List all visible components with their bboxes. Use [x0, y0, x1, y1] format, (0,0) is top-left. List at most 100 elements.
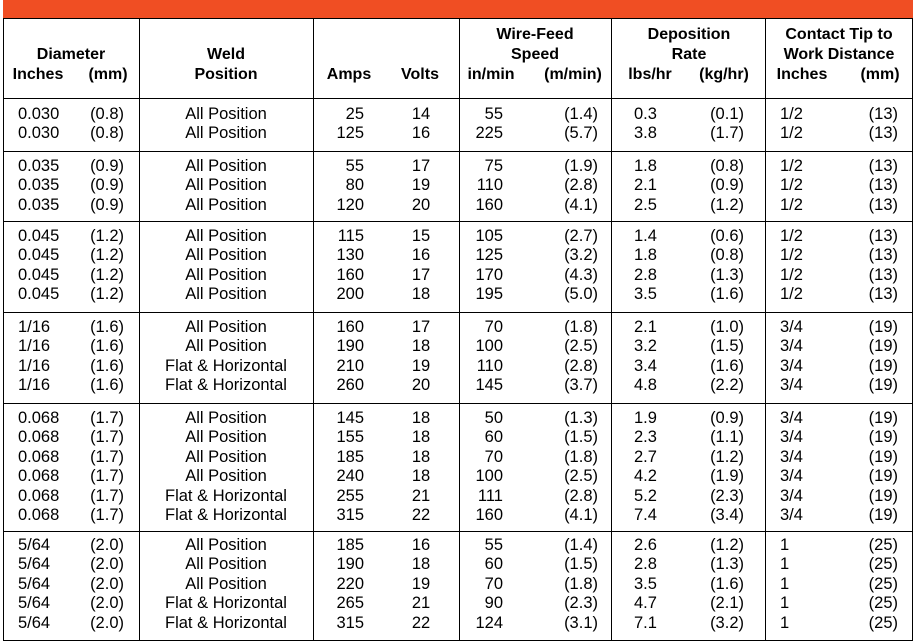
table-cell: 4.8	[634, 376, 657, 395]
table-cell: (19)	[868, 428, 898, 447]
column-divider	[3, 18, 4, 641]
table-cell: (4.1)	[564, 506, 598, 524]
table-cell: 100	[475, 337, 503, 356]
table-cell: 4.2	[634, 467, 657, 486]
table-cell: (0.9)	[90, 157, 124, 175]
table-cell: (2.3)	[710, 486, 744, 505]
table-cell: 1/2	[780, 195, 803, 214]
table-cell: All Position	[185, 246, 267, 265]
table-cell: 0.045	[18, 285, 60, 304]
table-cell: 22	[411, 613, 431, 632]
header-unit: Volts	[401, 66, 439, 83]
table-cell: (1.6)	[90, 318, 124, 336]
table-cell: 1.8	[634, 157, 657, 175]
table-cell: 125	[475, 246, 503, 265]
table-cell: 0.045	[18, 265, 60, 284]
table-cell: 7.1	[634, 613, 657, 632]
table-cell: 16	[411, 246, 431, 265]
column-divider	[912, 18, 913, 641]
table-cell: (0.8)	[90, 105, 124, 123]
table-cell: 21	[411, 594, 431, 613]
table-cell: (0.8)	[710, 157, 744, 175]
table-cell: (0.1)	[710, 105, 744, 123]
table-cell: 3.4	[634, 356, 657, 375]
table-cell: (19)	[868, 506, 898, 524]
header-title: Wire-Feed	[496, 26, 574, 43]
table-cell: 265	[336, 594, 364, 613]
row-divider	[3, 312, 913, 313]
table-cell: 18	[411, 428, 431, 447]
table-cell: (1.2)	[90, 227, 124, 245]
table-cell: (0.8)	[710, 246, 744, 265]
table-cell: All Position	[185, 195, 267, 214]
table-cell: 1/16	[18, 356, 51, 375]
table-cell: 0.030	[18, 105, 60, 123]
table-cell: All Position	[185, 428, 267, 447]
table-cell: 0.068	[18, 447, 60, 466]
table-cell: 16	[411, 124, 431, 143]
table-cell: 240	[336, 467, 364, 486]
table-cell: 0.035	[18, 195, 60, 214]
table-cell: (2.2)	[710, 376, 744, 395]
table-cell: (13)	[868, 105, 898, 123]
header-unit: Position	[194, 66, 258, 83]
table-cell: 18	[411, 337, 431, 356]
table-cell: Flat & Horizontal	[165, 506, 287, 524]
table-cell: (0.9)	[90, 176, 124, 195]
table-cell: (25)	[868, 555, 898, 574]
table-cell: (2.5)	[564, 467, 598, 486]
table-cell: (19)	[868, 467, 898, 486]
table-cell: 1/2	[780, 265, 803, 284]
table-cell: 185	[336, 447, 364, 466]
table-cell: 200	[336, 285, 364, 304]
table-cell: (1.7)	[90, 486, 124, 505]
table-cell: 125	[336, 124, 364, 143]
table-cell: 225	[475, 124, 503, 143]
table-cell: 100	[475, 467, 503, 486]
header-title: Deposition	[647, 26, 731, 43]
table-cell: All Position	[185, 105, 267, 123]
table-cell: (1.4)	[564, 536, 598, 554]
table-cell: 5/64	[18, 594, 51, 613]
table-cell: 7.4	[634, 506, 657, 524]
table-cell: (1.7)	[90, 428, 124, 447]
table-cell: (2.3)	[564, 594, 598, 613]
table-cell: 2.5	[634, 195, 657, 214]
table-cell: 15	[411, 227, 431, 245]
table-cell: All Position	[185, 409, 267, 427]
table-cell: 155	[336, 428, 364, 447]
table-cell: 0.068	[18, 486, 60, 505]
table-cell: (2.0)	[90, 555, 124, 574]
table-cell: (1.9)	[710, 467, 744, 486]
row-divider	[3, 18, 913, 19]
table-cell: 195	[475, 285, 503, 304]
table-cell: 1/16	[18, 318, 51, 336]
header-unit: in/min	[467, 66, 515, 83]
table-cell: 160	[336, 265, 364, 284]
table-cell: (1.3)	[564, 409, 598, 427]
table-cell: (2.0)	[90, 574, 124, 593]
table-cell: 70	[484, 574, 503, 593]
table-cell: (5.7)	[564, 124, 598, 143]
column-divider	[139, 18, 140, 641]
table-cell: (5.0)	[564, 285, 598, 304]
row-divider	[3, 221, 913, 222]
table-cell: 1.9	[634, 409, 657, 427]
row-divider	[3, 403, 913, 404]
table-cell: 2.7	[634, 447, 657, 466]
table-cell: 160	[475, 506, 503, 524]
table-cell: 1/2	[780, 157, 803, 175]
table-cell: (1.4)	[564, 105, 598, 123]
table-cell: (1.7)	[710, 124, 744, 143]
table-cell: (1.2)	[90, 265, 124, 284]
table-cell: 3/4	[780, 447, 803, 466]
header-title: Contact Tip to	[785, 26, 893, 43]
table-cell: 17	[411, 318, 431, 336]
table-cell: 18	[411, 447, 431, 466]
table-cell: 21	[411, 486, 431, 505]
table-cell: (25)	[868, 613, 898, 632]
table-cell: 3.2	[634, 337, 657, 356]
table-cell: (1.2)	[710, 536, 744, 554]
table-cell: (0.9)	[90, 195, 124, 214]
